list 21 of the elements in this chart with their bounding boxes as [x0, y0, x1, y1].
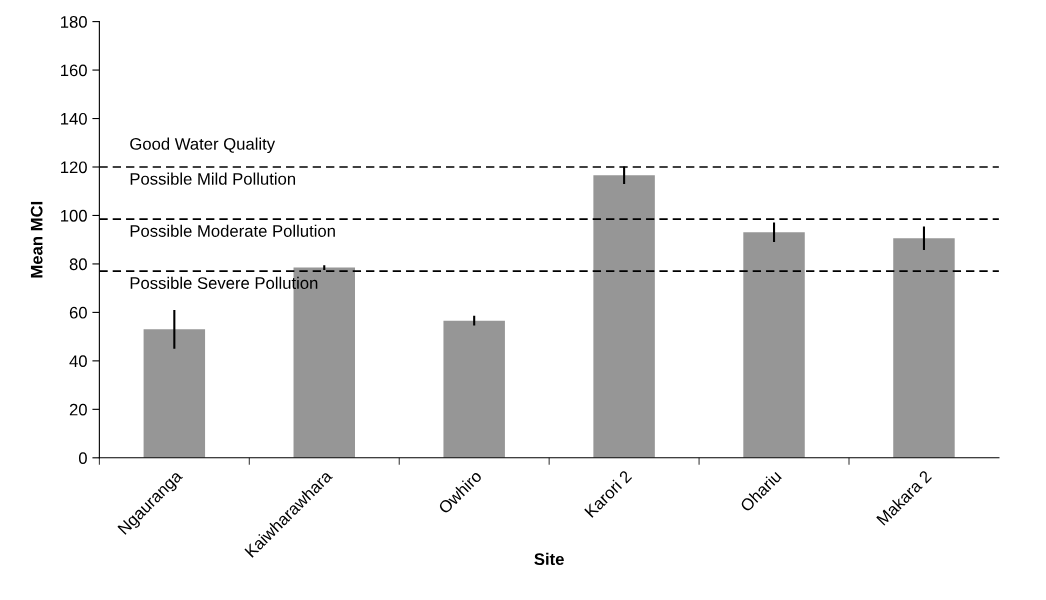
y-tick-label: 180: [61, 16, 87, 28]
y-tick-label: 0: [78, 452, 87, 464]
bar: [743, 232, 805, 458]
bar: [143, 329, 206, 458]
y-tick-label: 60: [69, 306, 87, 319]
y-tick-label: 80: [69, 258, 87, 271]
bar: [593, 175, 655, 458]
bar: [893, 238, 955, 458]
annotation: Possible Moderate Pollution: [130, 224, 335, 237]
y-tick-label: 160: [61, 64, 87, 77]
x-axis-title: Site: [534, 552, 564, 566]
annotation: Good Water Quality: [130, 137, 276, 154]
y-tick-label: 100: [61, 209, 87, 222]
y-tick-label: 140: [61, 112, 87, 125]
y-tick-label: 40: [69, 355, 87, 368]
y-axis-title: Mean MCI: [30, 201, 43, 278]
y-tick-label: 20: [69, 403, 87, 416]
annotation: Possible Severe Pollution: [130, 276, 318, 289]
annotation: Possible Mild Pollution: [130, 172, 296, 185]
y-tick-label: 120: [61, 161, 87, 174]
bar: [443, 320, 505, 458]
